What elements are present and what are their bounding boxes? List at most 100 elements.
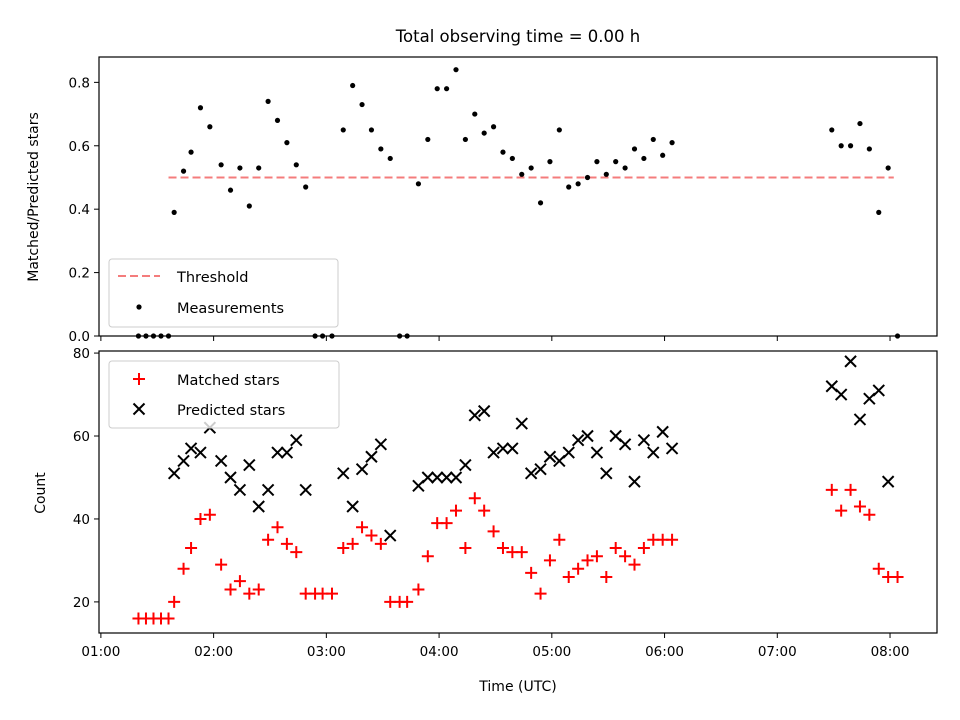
measurement-point [650,136,656,143]
matched-stars-point [401,595,414,608]
matched-stars-point [162,612,175,625]
matched-stars-point [215,558,228,571]
predicted-stars-point [290,433,303,447]
measurement-point [575,181,581,187]
measurement-point [660,152,666,158]
predicted-stars-point [853,413,867,426]
matched-stars-point [853,500,866,513]
measurement-point [547,159,553,165]
x-axis-label: Time (UTC) [478,679,556,695]
ratio-y-tick-label: 0.6 [69,139,90,155]
predicted-stars-point [167,467,181,480]
matched-stars-legend-label: Matched stars [177,373,280,389]
matched-stars-point [581,554,594,567]
predicted-stars-point [365,450,378,463]
count-plot: 20 40 60 80 01:00 02:00 03:00 04:00 05:00 06:00 07… [33,346,938,695]
predicted-stars-point [355,462,369,476]
matched-stars-point [356,521,369,534]
predicted-stars-point [581,429,594,443]
predicted-stars-point [459,458,472,472]
matched-stars-point [252,583,265,596]
matched-stars-point [891,571,904,584]
measurement-point [594,159,600,165]
matched-stars-point [224,583,237,596]
matched-stars-points [132,483,904,625]
predicted-stars-point [280,446,294,459]
measurement-point [857,120,863,127]
predicted-stars-point [647,446,660,459]
ratio-y-tick-label: 0.2 [69,266,90,282]
measurement-point [444,86,450,92]
predicted-stars-point [214,454,228,468]
predicted-stars-point [543,450,557,463]
count-y-tick-label: 40 [73,512,90,528]
measurement-point [340,127,346,133]
predicted-stars-point [233,483,247,497]
matched-stars-point [346,537,359,550]
measurement-point [641,155,647,162]
measurement-point [368,127,375,133]
predicted-stars-point [487,446,500,459]
count-x-tick-label: 07:00 [758,644,797,660]
measurement-point [462,136,468,143]
matched-stars-point [487,525,500,538]
count-y-tick-label: 20 [73,595,90,611]
matched-stars-point [553,533,566,546]
matched-stars-point [844,483,857,496]
matched-stars-point [543,554,556,567]
measurement-points [135,67,901,339]
measurement-point [434,86,440,92]
ratio-plot-frame [98,56,938,337]
predicted-stars-point [449,471,463,484]
predicted-stars-point [346,500,359,513]
matched-stars-point [290,546,303,559]
measurements-legend-swatch [136,304,142,310]
measurement-point [197,105,204,111]
matched-stars-point [459,541,472,554]
measurement-point [528,165,534,171]
measurement-point [584,174,591,181]
matched-stars-point [478,504,491,517]
measurement-point [359,101,365,108]
measurement-point [847,143,854,149]
measurement-point [350,82,356,89]
measurement-point [519,171,525,177]
matched-stars-point [421,550,434,563]
matched-stars-point [440,517,453,530]
count-x-tick-label: 01:00 [81,644,120,660]
predicted-stars-points [167,355,895,542]
predicted-stars-point [421,471,435,484]
matched-stars-point [168,595,181,608]
measurement-point [631,146,638,152]
measurement-point [207,124,213,130]
predicted-stars-point [506,442,519,455]
matched-stars-point [562,571,575,584]
count-y-tick-label: 80 [73,346,90,362]
predicted-stars-point [872,384,885,397]
measurement-point [237,165,243,171]
predicted-stars-point [468,409,481,422]
count-legend-frame [108,360,340,429]
matched-stars-point [872,562,885,575]
predicted-stars-point [600,467,613,480]
measurement-point [603,171,609,177]
matched-stars-point [590,550,603,563]
matched-stars-point [325,587,338,600]
count-x-tick-label: 05:00 [532,644,571,660]
measurement-point [876,209,882,215]
matched-stars-point [534,587,547,600]
predicted-stars-point [562,446,575,459]
measurement-point [622,165,628,171]
predicted-stars-point [374,438,388,451]
measurement-point [556,127,562,133]
measurement-point [256,165,262,171]
measurement-point [284,140,290,146]
count-legend: Matched stars Predicted stars [108,360,340,429]
ratio-y-tick-label: 0.8 [69,75,90,91]
matched-stars-point [365,529,378,542]
matched-stars-point [271,521,284,534]
measurement-point [415,181,422,187]
measurements-legend-label: Measurements [177,301,284,317]
matched-stars-point [628,558,641,571]
